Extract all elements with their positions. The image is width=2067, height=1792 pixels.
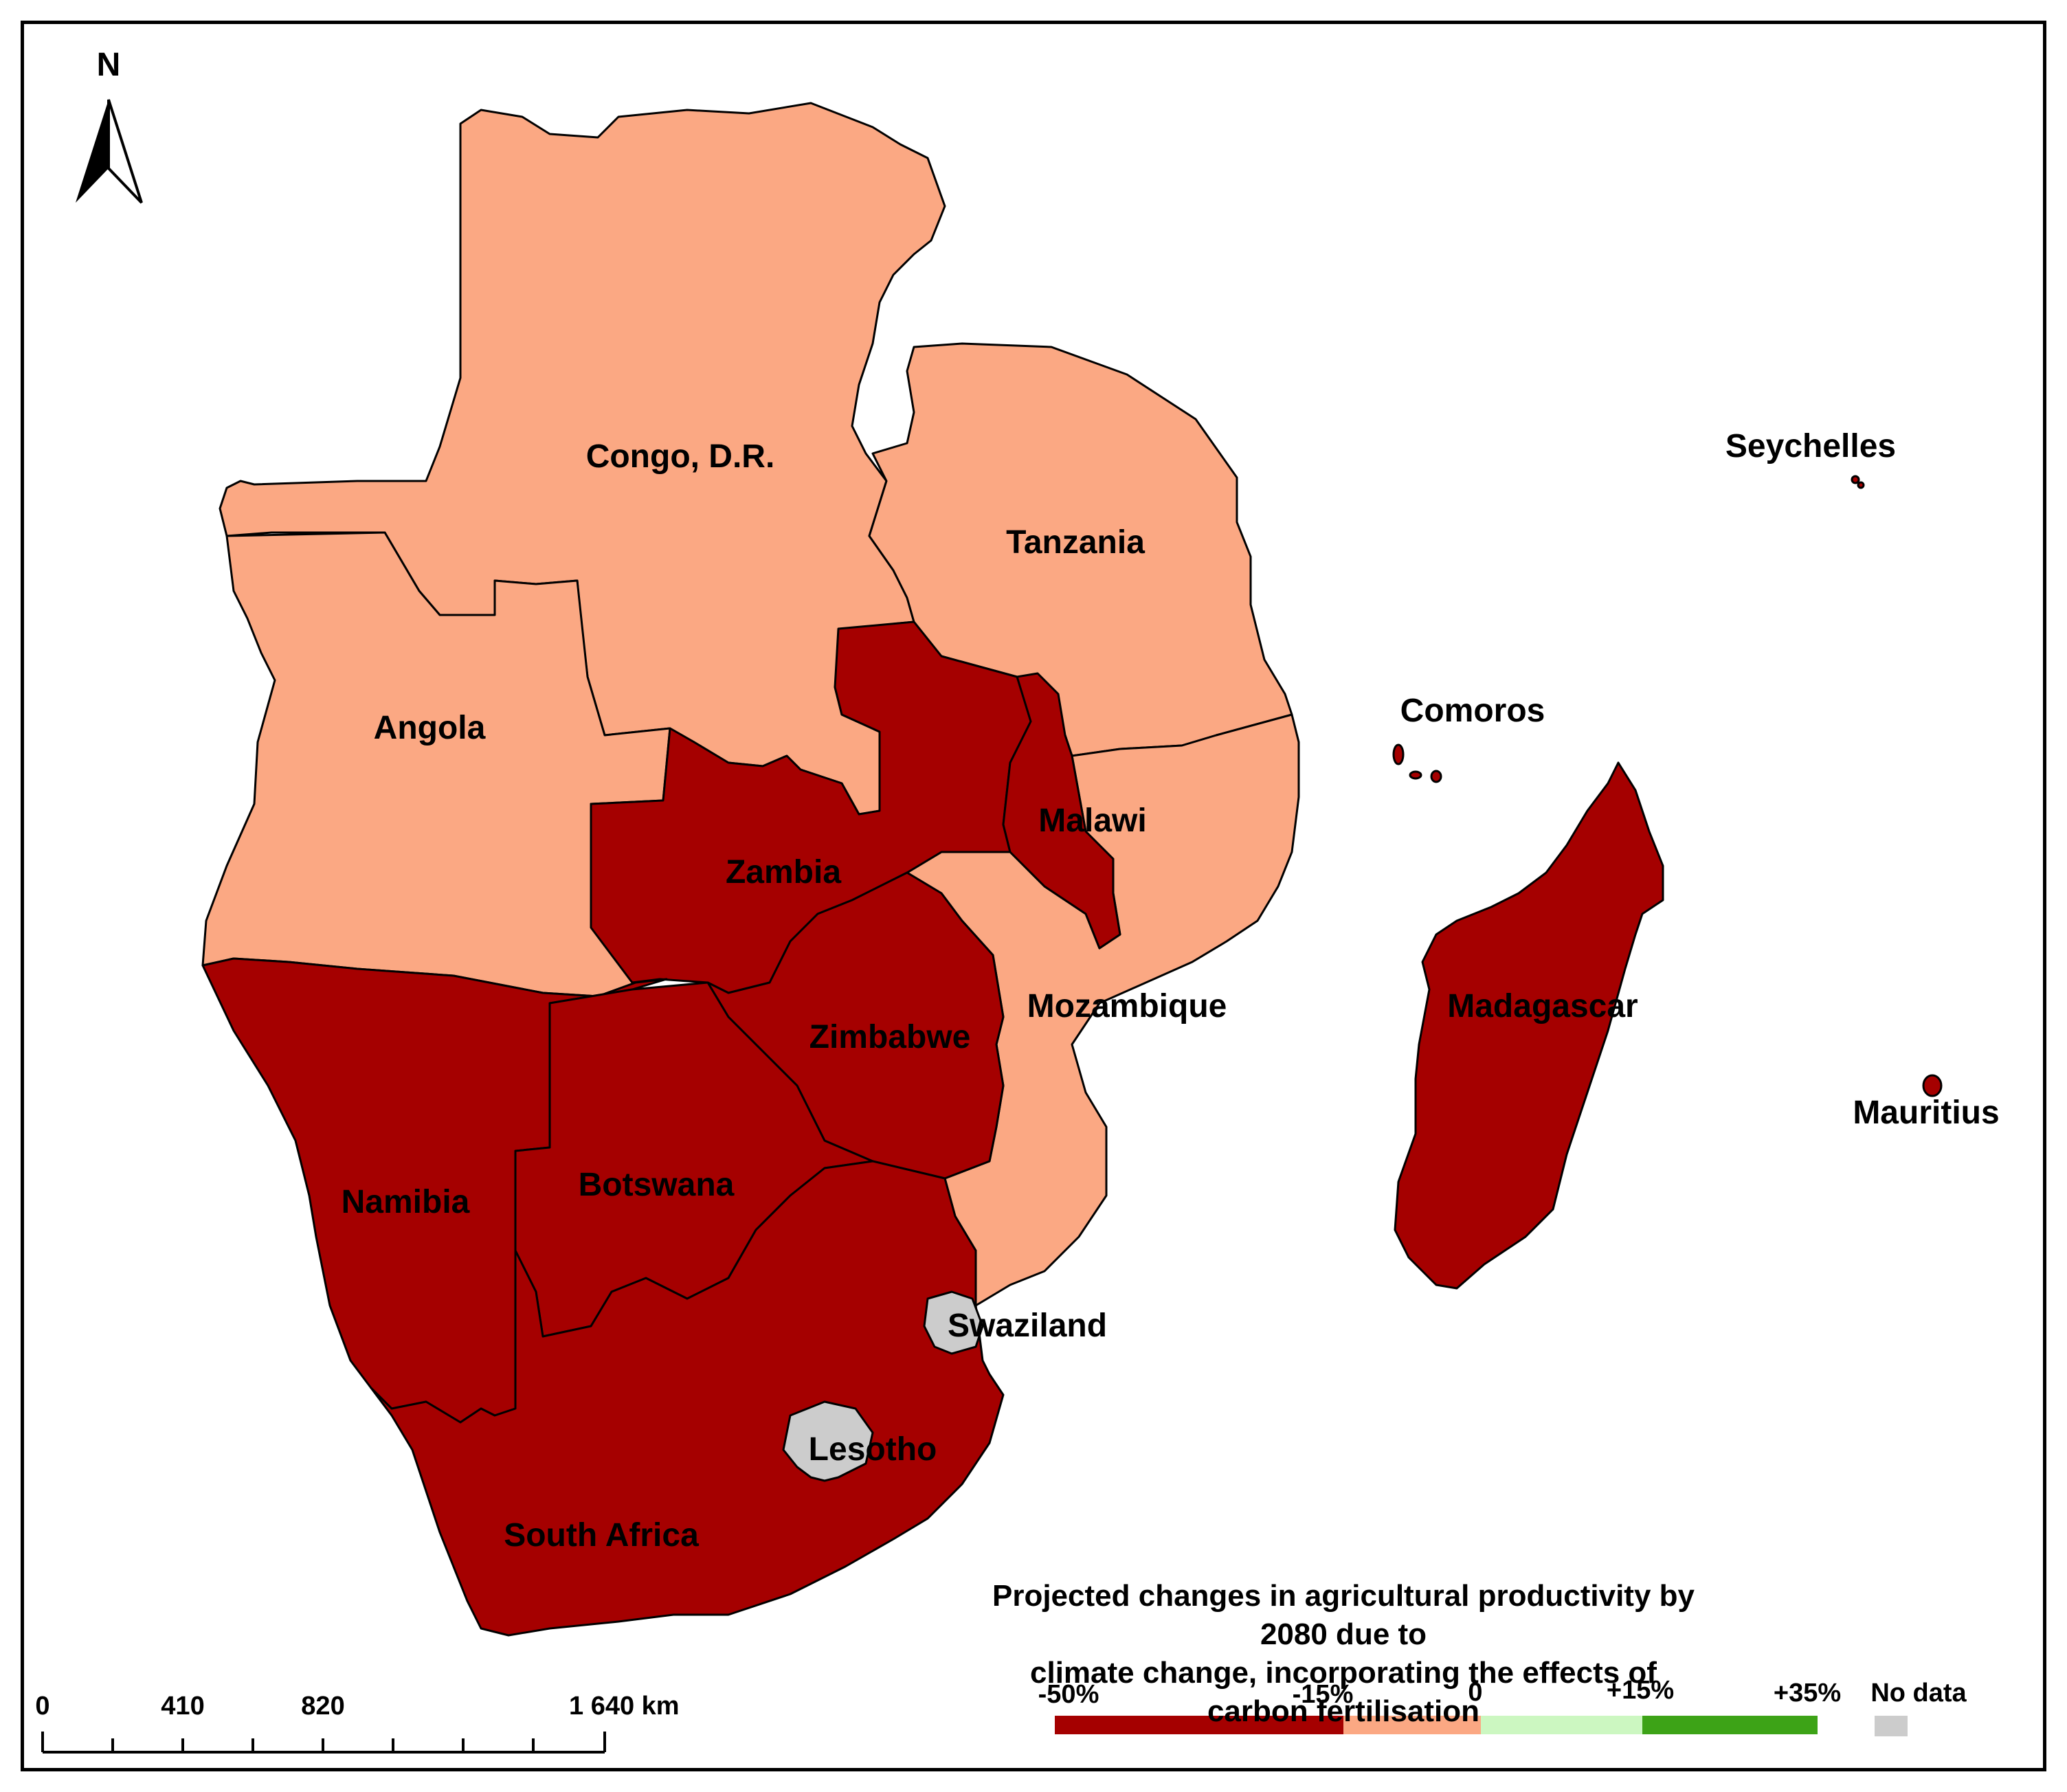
scale-tick-1640: 1 640 km xyxy=(569,1692,680,1721)
north-label: N xyxy=(97,47,121,83)
scale-bar xyxy=(41,1732,606,1754)
label-mauritius: Mauritius xyxy=(1853,1095,1999,1131)
label-namibia: Namibia xyxy=(342,1184,470,1220)
label-congo-dr: Congo, D.R. xyxy=(586,438,775,475)
country-swaziland[interactable] xyxy=(923,1290,984,1355)
country-malawi[interactable] xyxy=(1002,672,1121,950)
legend-title: Projected changes in agricultural produc… xyxy=(983,1577,1704,1731)
country-south-africa[interactable] xyxy=(370,1160,1005,1637)
legend-break-neg50: -50% xyxy=(1038,1680,1099,1709)
label-swaziland: Swaziland xyxy=(948,1308,1107,1344)
legend-break-35: +35% xyxy=(1774,1679,1841,1707)
legend-swatch-0-15 xyxy=(1481,1716,1642,1734)
label-malawi: Malawi xyxy=(1038,803,1146,839)
legend-break-15: +15% xyxy=(1607,1676,1674,1705)
label-angola: Angola xyxy=(374,710,486,746)
label-zambia: Zambia xyxy=(726,854,841,891)
legend-title-line2: climate change, incorporating the effect… xyxy=(1030,1656,1657,1728)
scale-tick-0: 0 xyxy=(35,1692,49,1721)
label-south-africa: South Africa xyxy=(504,1517,699,1554)
legend-no-data-label: No data xyxy=(1870,1679,1967,1707)
legend-title-line1: Projected changes in agricultural produc… xyxy=(992,1579,1695,1651)
scale-tick-410: 410 xyxy=(161,1692,204,1721)
country-mauritius[interactable] xyxy=(1922,1074,1943,1097)
legend-swatch-neg15-0 xyxy=(1343,1716,1481,1734)
scale-tick-820: 820 xyxy=(301,1692,344,1721)
label-madagascar: Madagascar xyxy=(1447,988,1638,1024)
north-arrow-icon xyxy=(76,99,143,204)
country-madagascar[interactable] xyxy=(1394,761,1664,1290)
legend-colour-bar xyxy=(1055,1716,1908,1736)
legend-break-0: 0 xyxy=(1468,1678,1482,1707)
label-botswana: Botswana xyxy=(579,1167,735,1203)
label-comoros: Comoros xyxy=(1400,693,1545,729)
legend-break-neg15: -15% xyxy=(1293,1680,1354,1709)
label-lesotho: Lesotho xyxy=(809,1431,937,1468)
map-frame xyxy=(21,21,2046,1771)
legend-swatch-neg50-neg15 xyxy=(1055,1716,1343,1734)
country-lesotho[interactable] xyxy=(782,1400,874,1482)
label-seychelles: Seychelles xyxy=(1725,428,1896,464)
label-mozambique: Mozambique xyxy=(1027,988,1227,1024)
legend-swatch-15-35 xyxy=(1642,1716,1818,1734)
country-seychelles[interactable] xyxy=(1851,475,1865,489)
label-tanzania: Tanzania xyxy=(1006,524,1145,561)
country-comoros[interactable] xyxy=(1392,743,1442,783)
label-zimbabwe: Zimbabwe xyxy=(809,1019,971,1055)
legend-swatch-no-data xyxy=(1875,1716,1908,1736)
